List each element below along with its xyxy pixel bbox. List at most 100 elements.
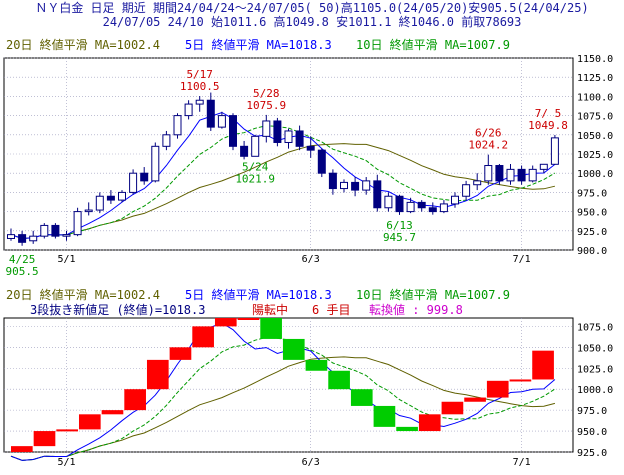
candle-body	[362, 180, 371, 191]
candle-body	[462, 184, 471, 197]
candle-body	[29, 235, 38, 242]
candle-body	[451, 195, 459, 205]
y-tick-label: 1025.0	[577, 150, 613, 161]
renko-brick	[169, 347, 192, 360]
renko-info-state: 陽転中	[252, 302, 288, 317]
legend-ma10-bottom: 10日 終値平滑 MA=1007.9	[356, 287, 510, 302]
y-tick-label: 1050.0	[577, 343, 613, 354]
annotation-date: 5/28	[253, 87, 280, 100]
renko-brick	[418, 414, 441, 432]
y-tick-label: 1150.0	[577, 54, 613, 65]
y-tick-label: 925.0	[577, 227, 607, 238]
renko-brick	[350, 389, 373, 406]
renko-brick	[373, 405, 396, 427]
ma5-line	[10, 111, 556, 240]
renko-brick	[464, 397, 486, 402]
bar-info: 24/07/05 24/10 始1011.6 高1049.8 安1011.1 終…	[102, 15, 522, 29]
renko-brick	[214, 318, 237, 327]
y-tick-label: 1075.0	[577, 322, 613, 333]
renko-brick	[237, 318, 260, 320]
renko-brick	[305, 359, 328, 371]
candle-body	[240, 145, 249, 157]
annotation-date: 6/26	[475, 127, 502, 140]
renko-brick	[124, 389, 146, 411]
candle-body	[384, 195, 393, 209]
annotation-date: 5/24	[242, 160, 269, 173]
y-tick-label: 1050.0	[577, 131, 613, 142]
candle-body	[184, 103, 193, 117]
candle-body	[262, 120, 271, 137]
candle-body	[40, 224, 49, 237]
renko-brick	[78, 414, 101, 430]
candle-body	[295, 130, 304, 147]
renko-brick	[146, 359, 169, 390]
annotation-value: 1049.8	[528, 119, 568, 132]
legend-ma10: 10日 終値平滑 MA=1007.9	[356, 37, 510, 52]
renko-info-count: 6 手目	[312, 303, 350, 317]
y-tick-label: 1075.0	[577, 112, 613, 123]
candle-body	[162, 134, 171, 147]
y-tick-label: 1125.0	[577, 73, 613, 84]
annotation-value: 1075.9	[246, 99, 286, 112]
candle-body	[495, 165, 504, 182]
renko-brick	[101, 410, 124, 415]
candle-body	[439, 203, 448, 213]
x-tick-label: 7/1	[513, 457, 531, 468]
legend-ma5-bottom: 5日 終値平滑 MA=1018.3	[185, 287, 332, 302]
annotation-date: 7/ 5	[535, 107, 562, 120]
annotation-value: 1100.5	[180, 80, 220, 93]
candle-body	[62, 234, 71, 237]
legend-ma20-bottom: 20日 終値平滑 MA=1002.4	[6, 287, 160, 302]
candle-body	[484, 165, 493, 182]
candle-body	[517, 168, 526, 182]
renko-chart: 20日 終値平滑 MA=1002.4 5日 終値平滑 MA=1018.3 10日 終…	[3, 287, 613, 468]
candle-body	[173, 115, 182, 136]
annotation-date: 5/17	[186, 68, 213, 81]
renko-brick	[509, 379, 532, 382]
renko-brick	[282, 338, 305, 360]
candle-body	[18, 234, 27, 243]
candle-body	[51, 224, 60, 237]
x-tick-label: 6/3	[302, 254, 320, 265]
x-tick-label: 5/1	[57, 457, 75, 468]
y-tick-label: 1000.0	[577, 385, 613, 396]
legend-ma5: 5日 終値平滑 MA=1018.3	[185, 37, 332, 52]
y-tick-label: 1100.0	[577, 92, 613, 103]
candle-body	[95, 195, 104, 211]
annotation-value: 945.7	[383, 231, 416, 244]
candle-body	[7, 234, 15, 239]
y-tick-label: 900.0	[577, 246, 607, 257]
renko-info-turn: 転換値 : 999.8	[369, 302, 463, 317]
candle-body	[317, 149, 326, 174]
renko-info-prefix: 3段抜き新値足 (終値)=1018.3	[30, 302, 205, 317]
legend-ma20: 20日 終値平滑 MA=1002.4	[6, 37, 160, 52]
candle-body	[273, 120, 282, 143]
candle-body	[428, 207, 437, 213]
annotation-date: 4/25	[9, 253, 36, 266]
candle-body	[84, 209, 93, 213]
renko-brick	[260, 318, 282, 339]
candle-body	[417, 201, 426, 209]
candle-body	[395, 195, 404, 213]
annotation-value: 905.5	[6, 265, 39, 278]
chart-title: ＮＹ白金 日足 期近 期間24/04/24〜24/07/05( 50)高1105…	[35, 1, 589, 15]
candle-body	[473, 180, 482, 186]
candle-body	[106, 195, 115, 201]
renko-brick	[441, 401, 464, 415]
x-tick-label: 5/1	[57, 254, 75, 265]
candle-body	[373, 180, 382, 209]
ma10-line	[10, 125, 556, 240]
renko-brick	[56, 429, 78, 432]
candle-body	[539, 163, 548, 170]
annotation-date: 6/13	[386, 219, 413, 232]
x-tick-label: 7/1	[513, 254, 531, 265]
y-tick-label: 950.0	[577, 427, 607, 438]
y-tick-label: 950.0	[577, 208, 607, 219]
candle-body	[129, 172, 138, 193]
x-tick-label: 6/3	[302, 457, 320, 468]
candle-body	[195, 99, 204, 105]
renko-brick	[192, 326, 214, 348]
y-tick-label: 1025.0	[577, 364, 613, 375]
